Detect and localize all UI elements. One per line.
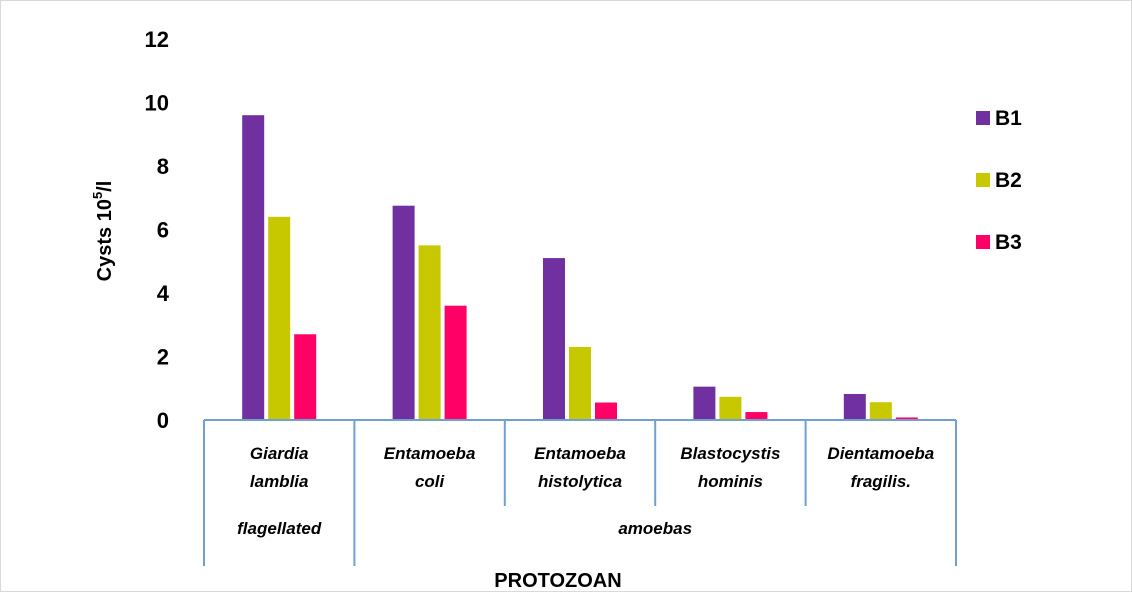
- y-tick-label: 0: [157, 408, 169, 433]
- y-tick-label: 10: [145, 91, 169, 116]
- bar-b3: [595, 402, 617, 420]
- legend-swatch-b2: [976, 173, 990, 187]
- category-label: Entamoeba: [534, 444, 626, 463]
- group-labels: flagellated amoebas: [237, 519, 692, 538]
- bar-b2: [869, 402, 892, 420]
- bar-b3: [294, 334, 317, 420]
- bar-b1: [543, 258, 565, 420]
- y-tick-label: 4: [157, 281, 170, 306]
- bars: [242, 115, 918, 420]
- bar-b3: [895, 417, 918, 420]
- bar-b2: [569, 346, 591, 420]
- y-axis-title: Cysts 105/l: [90, 181, 116, 282]
- category-label: hominis: [698, 472, 763, 491]
- category-label: histolytica: [538, 472, 622, 491]
- legend-label-b2: B2: [995, 169, 1022, 192]
- group-label: flagellated: [237, 519, 322, 538]
- y-tick-label: 12: [145, 27, 169, 52]
- legend-label-b3: B3: [995, 231, 1022, 254]
- category-labels: Giardia lamblia Entamoeba coli Entamoeba hist…: [250, 444, 934, 491]
- category-label: Entamoeba: [384, 444, 476, 463]
- bar-b3: [444, 305, 467, 420]
- bar-b1: [843, 393, 866, 420]
- category-label: Blastocystis: [680, 444, 780, 463]
- bar-b2: [268, 216, 291, 420]
- bar-b1: [242, 115, 265, 420]
- category-label: Dientamoeba: [827, 444, 934, 463]
- y-axis-title-suffix: /l: [94, 181, 116, 192]
- y-axis-ticks: 0 2 4 6 8 10 12: [145, 27, 170, 433]
- category-label: lamblia: [250, 472, 309, 491]
- category-label: fragilis.: [851, 472, 911, 491]
- bar-b2: [418, 245, 441, 420]
- x-axis-title: PROTOZOAN: [494, 570, 621, 591]
- bar-b1: [392, 205, 415, 420]
- category-label: Giardia: [250, 444, 309, 463]
- bar-b3: [745, 412, 768, 420]
- legend-swatch-b1: [976, 111, 990, 125]
- y-tick-label: 8: [157, 154, 169, 179]
- legend: B1 B2 B3: [976, 107, 1022, 254]
- y-tick-label: 6: [157, 218, 169, 243]
- y-tick-label: 2: [157, 345, 169, 370]
- y-axis-title-text: Cysts 10: [94, 199, 116, 281]
- bar-b1: [693, 386, 716, 420]
- legend-swatch-b3: [976, 235, 990, 249]
- category-label: coli: [415, 472, 446, 491]
- y-axis-title-superscript: 5: [90, 192, 105, 199]
- x-axis: [203, 419, 957, 566]
- group-label: amoebas: [618, 519, 692, 538]
- legend-label-b1: B1: [995, 107, 1022, 130]
- bar-b2: [719, 396, 742, 420]
